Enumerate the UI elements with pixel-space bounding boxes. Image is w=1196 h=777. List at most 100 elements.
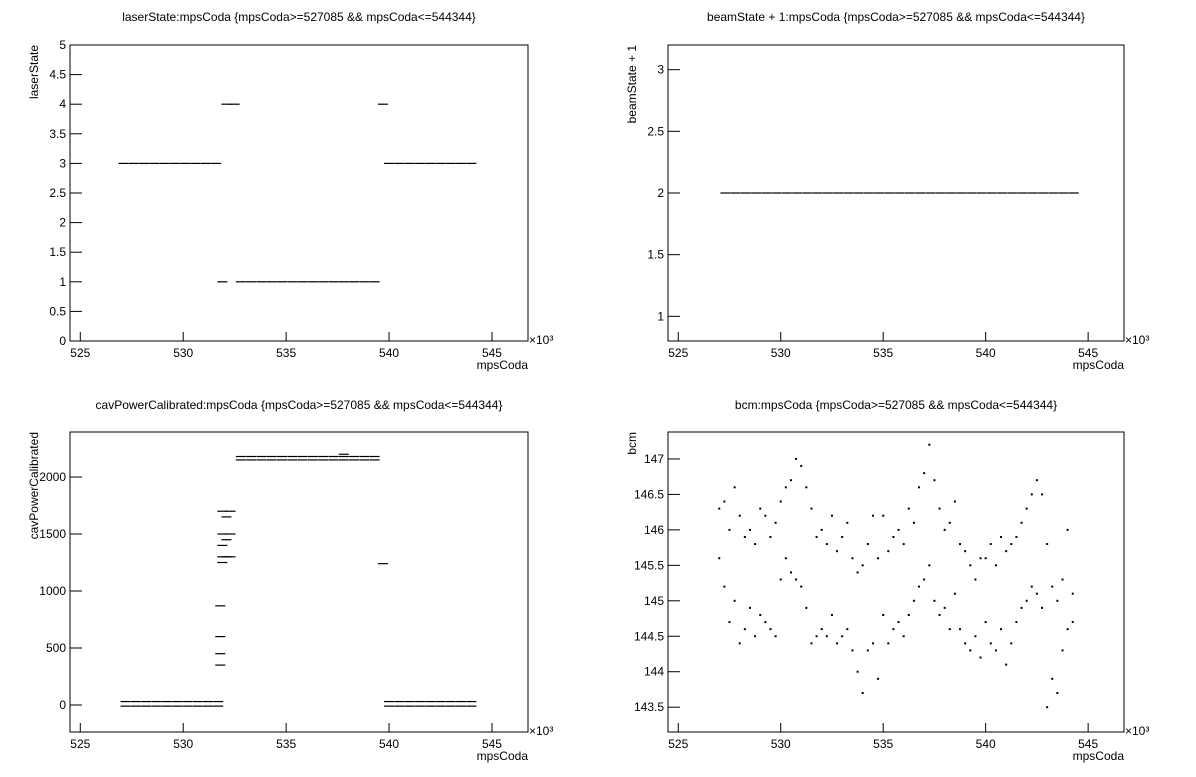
data-point — [1056, 599, 1059, 602]
data-point — [964, 550, 967, 553]
data-point — [394, 162, 405, 164]
data-point — [1056, 691, 1059, 694]
data-point — [213, 700, 224, 703]
data-point — [466, 700, 477, 703]
y-tick-label: 0 — [59, 334, 66, 348]
data-point — [974, 635, 977, 638]
data-point — [784, 557, 787, 560]
data-point — [425, 162, 436, 164]
data-point — [720, 192, 731, 194]
x-axis-label: mpsCoda — [477, 749, 529, 763]
data-point — [918, 585, 921, 588]
data-point — [994, 649, 997, 652]
data-point — [841, 535, 844, 538]
data-point — [445, 162, 456, 164]
pad: laserState:mpsCoda {mpsCoda>=527085 && m… — [27, 10, 553, 372]
data-point — [912, 521, 915, 524]
data-point — [246, 455, 257, 458]
data-point — [180, 162, 191, 164]
y-tick-label: 1 — [59, 275, 66, 289]
data-point — [130, 705, 141, 707]
pad: beamState + 1:mpsCoda {mpsCoda>=527085 &… — [625, 10, 1149, 372]
data-point — [1041, 606, 1044, 609]
pad: bcm:mpsCoda {mpsCoda>=527085 && mpsCoda<… — [625, 398, 1149, 763]
data-point — [1010, 642, 1013, 645]
data-point — [1041, 493, 1044, 496]
data-point — [754, 543, 757, 546]
data-point — [795, 457, 798, 460]
data-point — [795, 578, 798, 581]
data-point — [414, 700, 425, 703]
data-point — [918, 486, 921, 489]
data-point — [851, 557, 854, 560]
data-point — [933, 479, 936, 482]
data-point — [841, 635, 844, 638]
data-point — [953, 500, 956, 503]
data-point — [1046, 543, 1049, 546]
data-point — [805, 486, 808, 489]
data-point — [928, 443, 931, 446]
data-point — [235, 281, 246, 283]
y-tick-label: 2000 — [39, 470, 66, 484]
data-point — [182, 700, 193, 703]
x-tick-label: 545 — [482, 737, 502, 751]
data-point — [759, 507, 762, 510]
data-point — [866, 543, 869, 546]
data-point — [925, 192, 936, 194]
data-point — [1051, 585, 1054, 588]
data-point — [118, 162, 129, 164]
x-tick-label: 525 — [70, 346, 90, 360]
data-point — [277, 281, 288, 283]
y-axis-label: bcm — [625, 432, 639, 455]
data-point — [425, 700, 436, 703]
data-point — [445, 700, 456, 703]
data-point — [1020, 606, 1023, 609]
data-point — [892, 535, 895, 538]
x-tick-label: 540 — [379, 737, 399, 751]
data-point — [338, 453, 349, 455]
data-point — [221, 516, 232, 518]
data-point — [723, 585, 726, 588]
data-point — [149, 162, 160, 164]
data-point — [435, 700, 446, 703]
y-tick-label: 3 — [59, 156, 66, 170]
y-tick-label: 146 — [644, 523, 664, 537]
data-point — [1035, 479, 1038, 482]
data-point — [861, 691, 864, 694]
data-point — [974, 578, 977, 581]
data-point — [1061, 649, 1064, 652]
x-multiplier: ×10³ — [529, 333, 553, 347]
data-point — [318, 459, 329, 461]
data-point — [328, 459, 339, 461]
data-point — [1027, 192, 1038, 194]
x-tick-label: 530 — [173, 737, 193, 751]
x-tick-label: 540 — [976, 346, 996, 360]
y-tick-label: 144 — [644, 665, 664, 679]
data-point — [884, 192, 895, 194]
chart-title: laserState:mpsCoda {mpsCoda>=527085 && m… — [122, 10, 476, 24]
data-point — [307, 459, 318, 461]
y-tick-label: 1.5 — [647, 248, 664, 262]
data-point — [743, 628, 746, 631]
data-point — [928, 564, 931, 567]
data-point — [120, 700, 131, 703]
data-point — [820, 628, 823, 631]
data-point — [789, 479, 792, 482]
data-point — [456, 705, 467, 707]
data-point — [1071, 621, 1074, 624]
data-point — [933, 599, 936, 602]
data-point — [377, 563, 388, 565]
x-tick-label: 525 — [668, 737, 688, 751]
data-point — [287, 281, 298, 283]
data-point — [1035, 592, 1038, 595]
data-point — [966, 192, 977, 194]
data-point — [456, 162, 467, 164]
data-point — [976, 192, 987, 194]
x-tick-label: 530 — [771, 737, 791, 751]
data-point — [754, 635, 757, 638]
data-point — [215, 635, 226, 638]
data-point — [784, 486, 787, 489]
data-point — [172, 705, 183, 707]
y-tick-label: 146.5 — [634, 487, 664, 501]
